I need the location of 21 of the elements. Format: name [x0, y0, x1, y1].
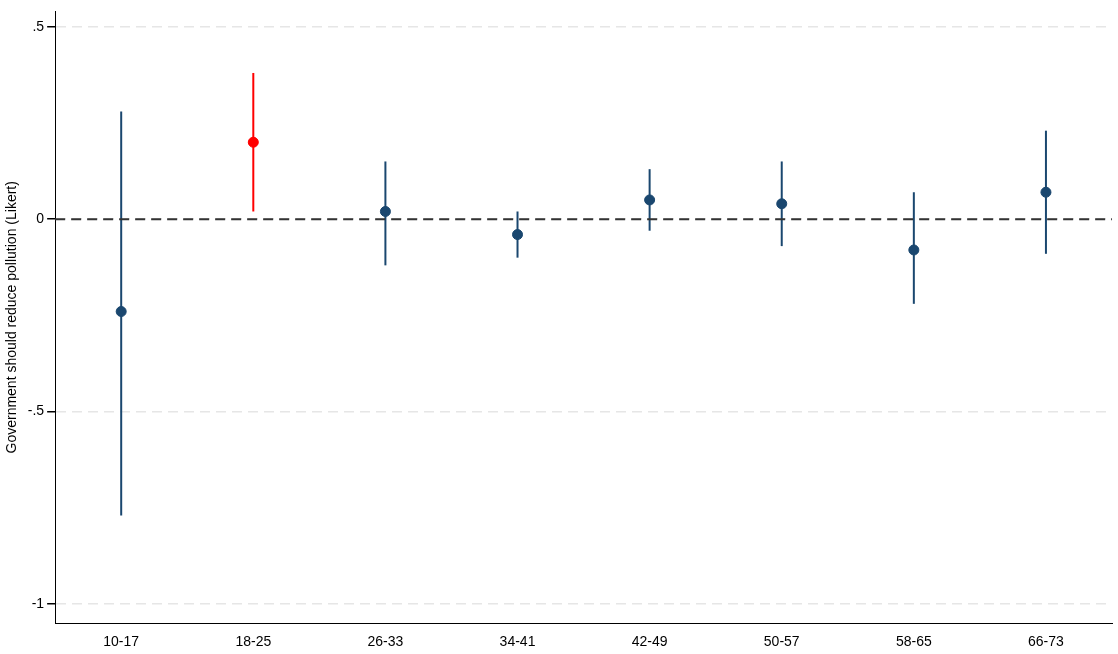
- point: [115, 306, 127, 318]
- y-tick-label: -.5: [27, 402, 45, 419]
- y-tick-label: -1: [31, 594, 45, 611]
- x-tick-label: 26-33: [367, 633, 404, 650]
- y-tick-label: 0: [36, 210, 45, 227]
- x-tick-label: 18-25: [235, 633, 272, 650]
- point: [908, 244, 920, 256]
- x-tick-label: 66-73: [1028, 633, 1065, 650]
- x-tick-label: 10-17: [103, 633, 140, 650]
- point: [247, 136, 259, 148]
- point: [776, 198, 788, 210]
- y-tick-label: .5: [32, 17, 45, 34]
- point: [379, 205, 391, 217]
- x-tick-label: 34-41: [499, 633, 536, 650]
- x-tick-label: 50-57: [763, 633, 800, 650]
- x-tick-label: 58-65: [895, 633, 932, 650]
- x-tick-label: 42-49: [631, 633, 668, 650]
- point: [644, 194, 656, 206]
- point: [512, 229, 524, 241]
- point: [1040, 186, 1052, 198]
- y-axis-title: Government should reduce pollution (Likert): [3, 181, 20, 454]
